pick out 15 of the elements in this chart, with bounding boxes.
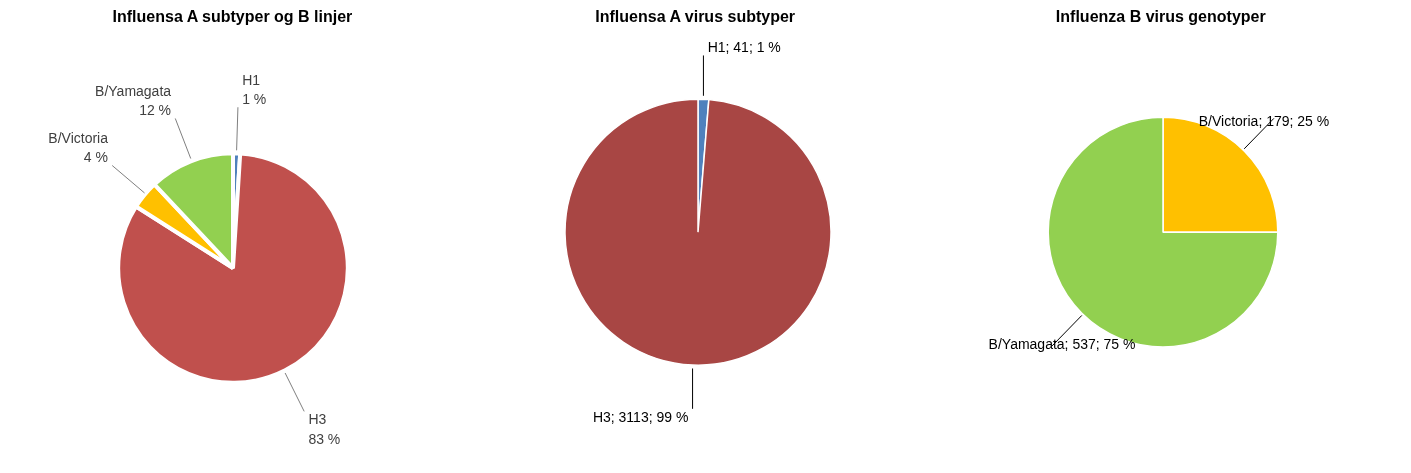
slice-label: B/Victoria; 179; 25 % [1198,112,1330,129]
slice-label: H1 [242,72,261,89]
data-label: 1 % [242,91,267,108]
chart-title: Influenza B virus genotyper [1055,7,1266,25]
slice-label: B/Victoria [48,130,109,147]
slice-label: H3; 3113; 99 % [592,408,689,425]
chart-title: Influensa A virus subtyper [595,7,796,25]
slice-label: B/Yamagata [95,83,172,100]
chart-title: Influensa A subtyper og B linjer [112,7,353,25]
data-label: 4 % [83,149,108,166]
data-label: 12 % [139,102,172,119]
slice-label: B/Yamagata; 537; 75 % [988,335,1136,352]
slice-label: H1; 41; 1 % [707,39,781,56]
slice-label: H3 [308,411,327,428]
data-label: 83 % [308,430,341,447]
